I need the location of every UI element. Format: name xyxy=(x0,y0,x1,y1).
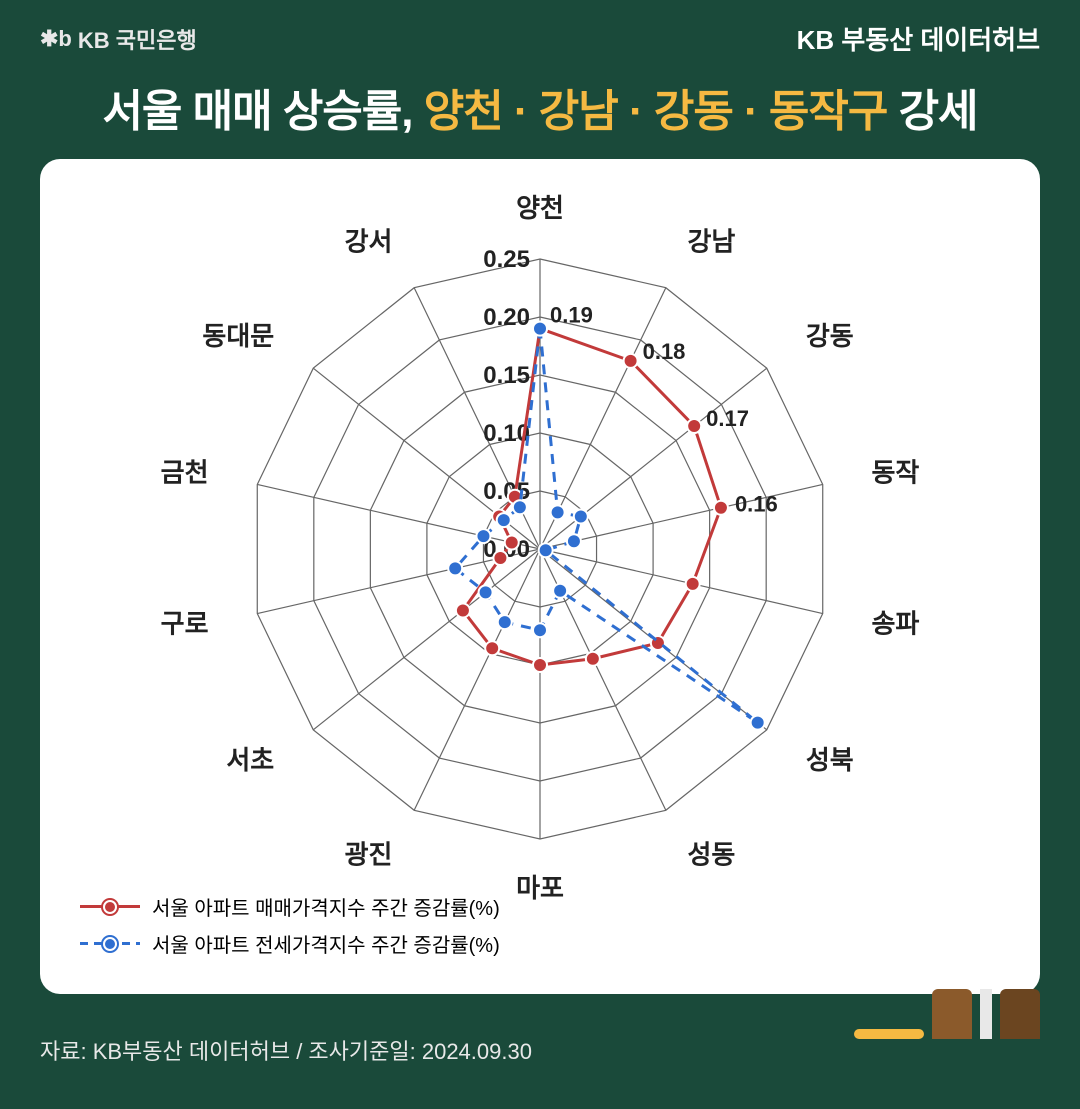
svg-text:동대문: 동대문 xyxy=(202,321,274,351)
legend-label-sale: 서울 아파트 매매가격지수 주간 증감률(%) xyxy=(152,892,500,921)
title-highlight: 양천 · 강남 · 강동 · 동작구 xyxy=(424,87,888,136)
legend-line-jeonse xyxy=(80,942,140,945)
logo-left-text: KB 국민은행 xyxy=(78,23,197,55)
legend: 서울 아파트 매매가격지수 주간 증감률(%) 서울 아파트 전세가격지수 주간… xyxy=(80,892,500,966)
legend-item-sale: 서울 아파트 매매가격지수 주간 증감률(%) xyxy=(80,892,500,921)
svg-text:0.17: 0.17 xyxy=(706,406,749,431)
title-suffix: 강세 xyxy=(887,87,977,136)
legend-item-jeonse: 서울 아파트 전세가격지수 주간 증감률(%) xyxy=(80,929,500,958)
star-icon: ✱b xyxy=(40,26,72,52)
svg-text:강남: 강남 xyxy=(688,227,736,257)
logo-right: KB 부동산 데이터허브 xyxy=(797,20,1040,57)
decor-bar-brown1 xyxy=(932,989,972,1039)
decor-bar-yellow xyxy=(854,1029,924,1039)
legend-line-sale xyxy=(80,905,140,908)
svg-text:0.15: 0.15 xyxy=(483,362,530,389)
chart-title: 서울 매매 상승률, 양천 · 강남 · 강동 · 동작구 강세 xyxy=(0,67,1080,159)
svg-text:0.19: 0.19 xyxy=(550,303,593,328)
legend-marker-sale xyxy=(103,900,117,914)
svg-text:광진: 광진 xyxy=(345,839,393,869)
svg-text:0.25: 0.25 xyxy=(483,246,530,273)
decor-bars xyxy=(854,989,1040,1039)
decor-bar-brown2 xyxy=(1000,989,1040,1039)
decor-bar-white xyxy=(980,989,992,1039)
svg-text:강동: 강동 xyxy=(806,321,854,351)
header: ✱b KB 국민은행 KB 부동산 데이터허브 xyxy=(0,0,1080,67)
svg-text:0.18: 0.18 xyxy=(643,339,686,364)
svg-text:강서: 강서 xyxy=(345,227,393,257)
legend-label-jeonse: 서울 아파트 전세가격지수 주간 증감률(%) xyxy=(152,929,500,958)
radar-chart: 0.000.050.100.150.200.25양천강남강동동작송파성북성동마포… xyxy=(60,179,1020,959)
svg-text:송파: 송파 xyxy=(871,609,919,639)
svg-text:성동: 성동 xyxy=(688,839,736,869)
svg-text:0.20: 0.20 xyxy=(483,304,530,331)
svg-text:0.16: 0.16 xyxy=(735,492,778,517)
svg-text:서초: 서초 xyxy=(226,745,274,775)
chart-card: 0.000.050.100.150.200.25양천강남강동동작송파성북성동마포… xyxy=(40,159,1040,994)
svg-text:양천: 양천 xyxy=(516,193,564,223)
title-prefix: 서울 매매 상승률, xyxy=(102,87,423,136)
svg-text:성북: 성북 xyxy=(806,745,854,775)
logo-left: ✱b KB 국민은행 xyxy=(40,23,197,55)
svg-text:구로: 구로 xyxy=(161,609,209,639)
svg-text:금천: 금천 xyxy=(161,457,209,487)
svg-text:마포: 마포 xyxy=(516,873,564,903)
legend-marker-jeonse xyxy=(103,937,117,951)
svg-text:동작: 동작 xyxy=(871,457,919,487)
